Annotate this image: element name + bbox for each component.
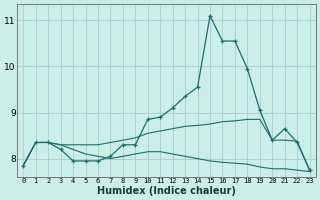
X-axis label: Humidex (Indice chaleur): Humidex (Indice chaleur) bbox=[97, 186, 236, 196]
